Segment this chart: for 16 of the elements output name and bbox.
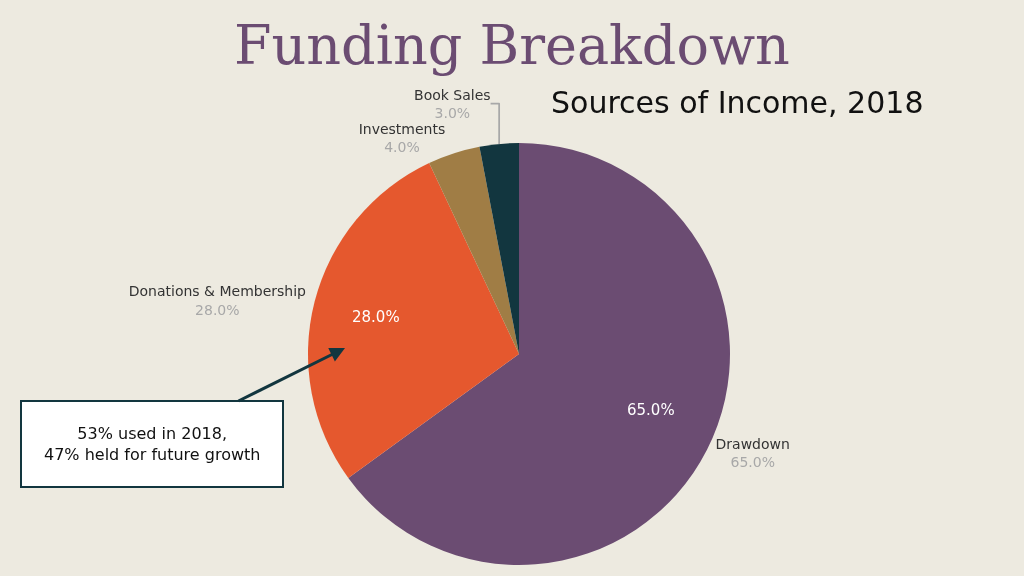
data-label: 65.0%: [730, 454, 775, 471]
data-label: 3.0%: [434, 104, 471, 121]
data-label: 4.0%: [384, 138, 420, 155]
text: 28.0%: [352, 308, 400, 326]
slice-label: Investments: [358, 120, 446, 137]
slice-label: Book Sales: [414, 86, 491, 103]
chart-title: Funding Breakdown: [234, 13, 790, 77]
slice-label: Donations & Membership: [128, 283, 307, 300]
chart-subtitle: Sources of Income, 2018: [551, 85, 924, 120]
pie-slice: [308, 163, 519, 479]
pie-slice: [429, 146, 519, 354]
data-label: 28.0%: [195, 301, 240, 318]
text: 53% used in 2018, 47% held for future growth: [44, 424, 261, 464]
slice-label: Drawdown: [715, 436, 790, 453]
text: 65.0%: [627, 401, 675, 419]
pie-slice: [479, 143, 519, 354]
